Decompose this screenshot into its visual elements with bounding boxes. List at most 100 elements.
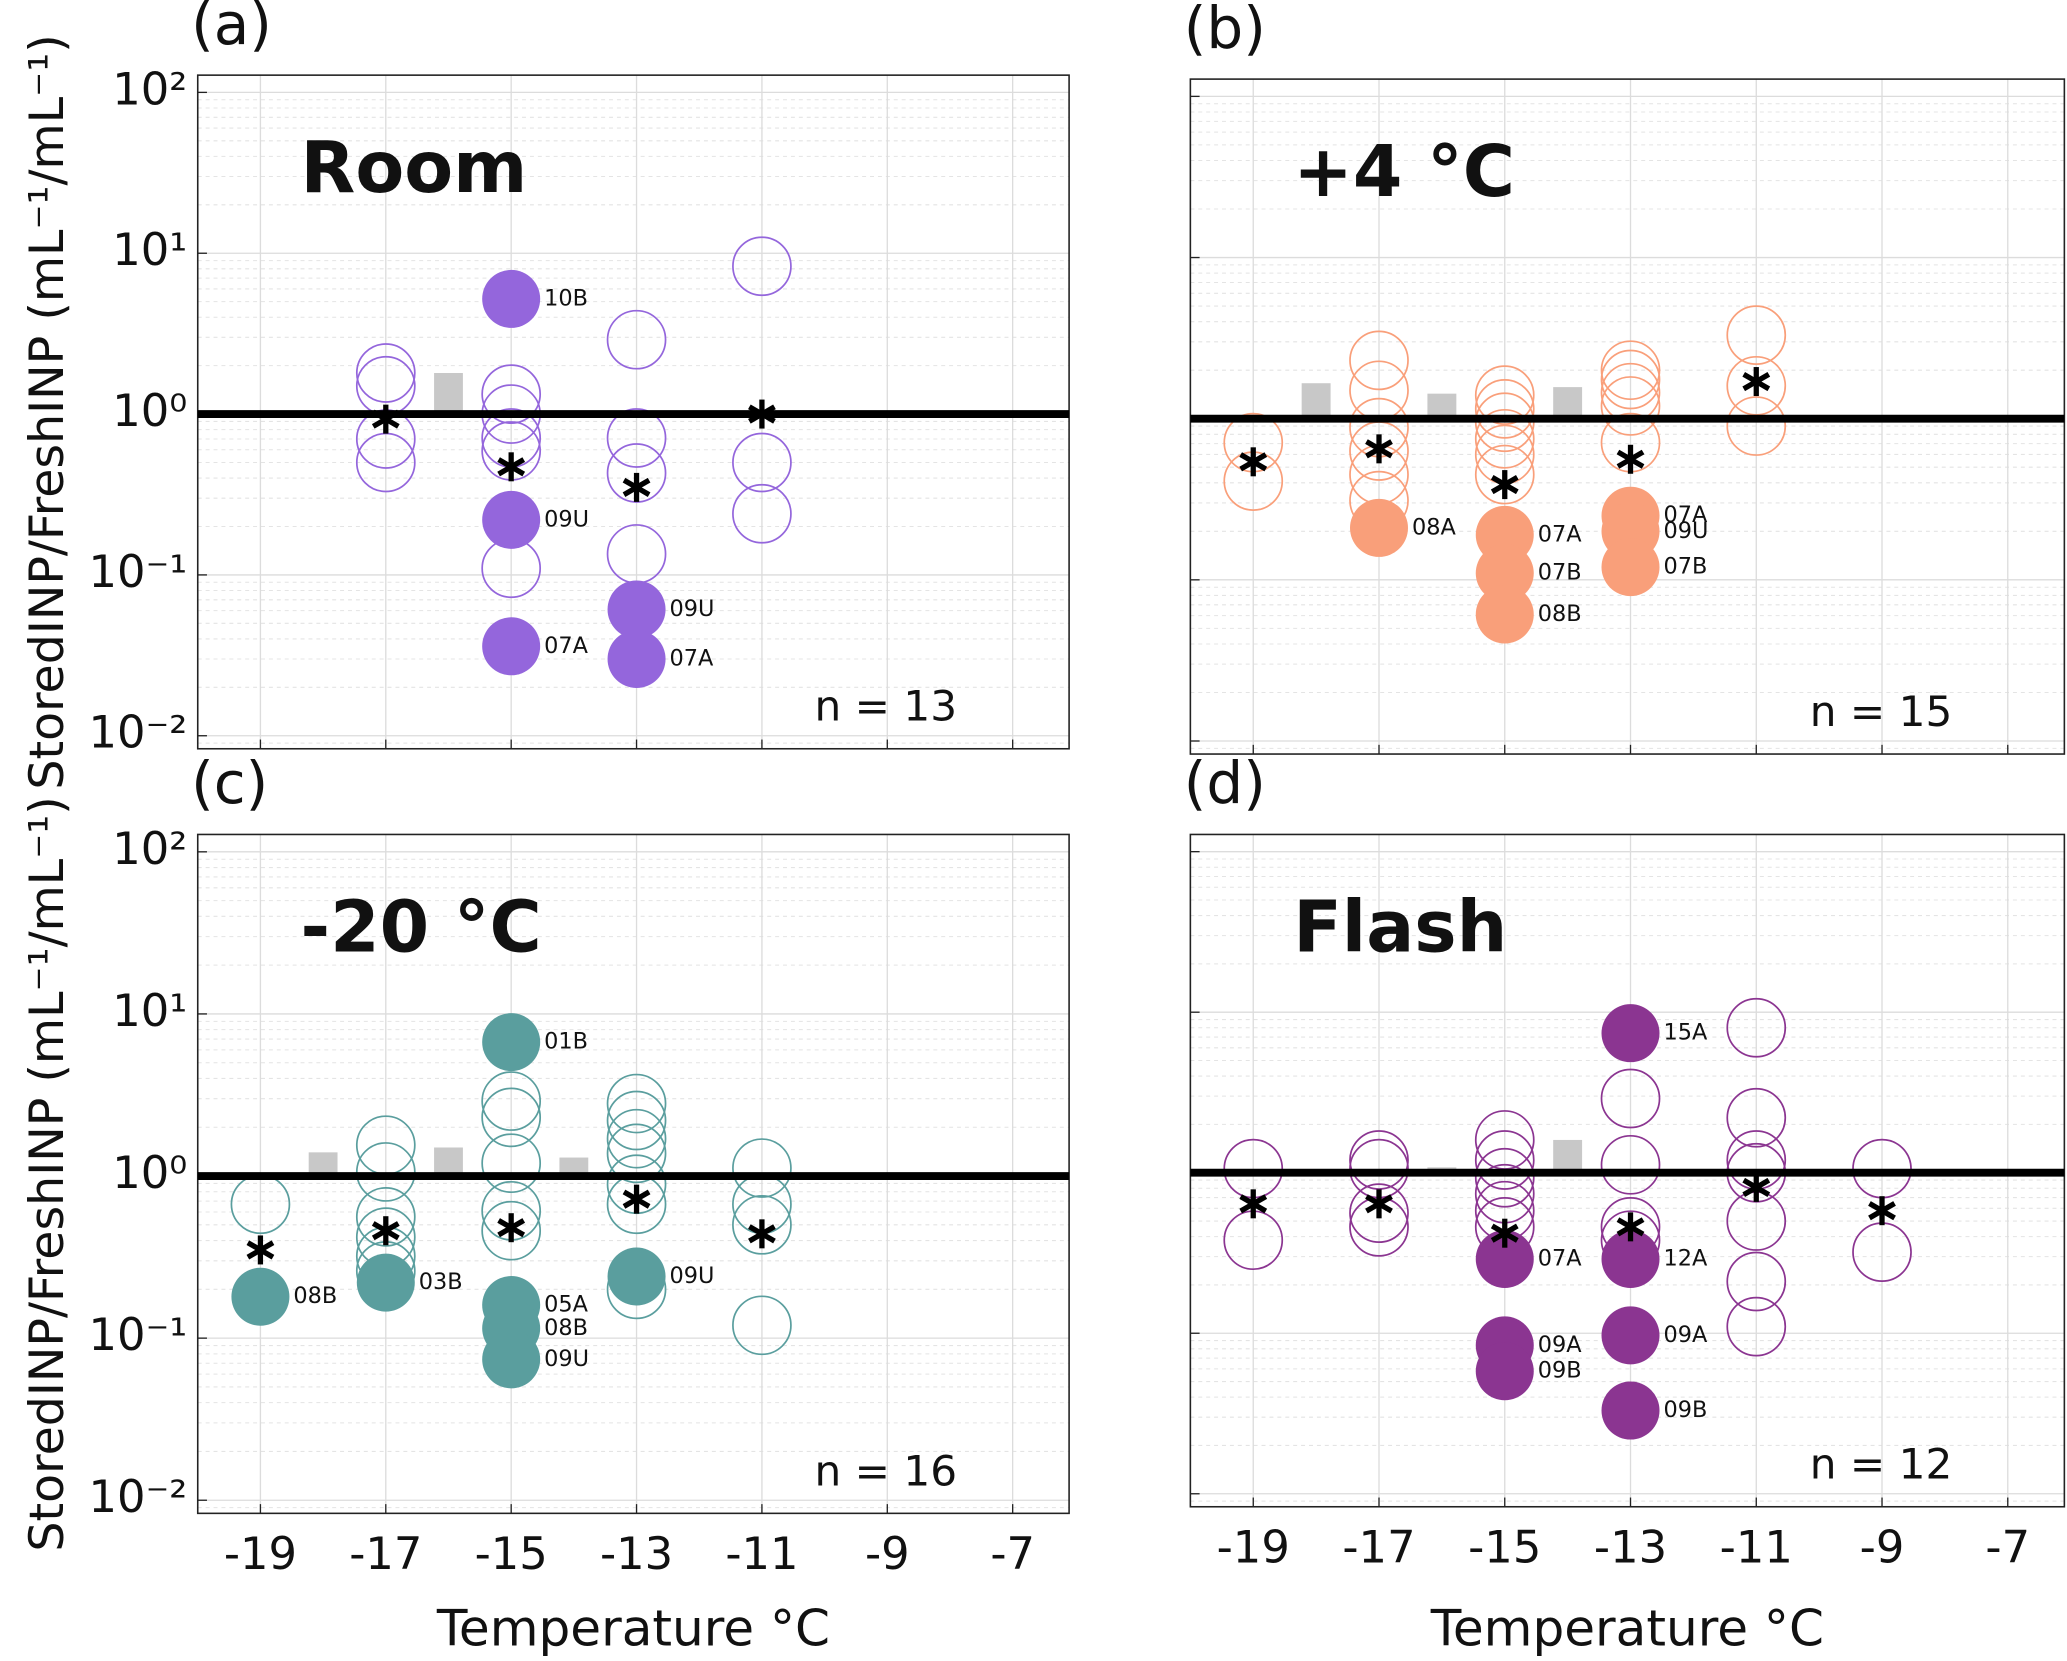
- open-circle: [606, 309, 667, 370]
- bar: [1553, 387, 1583, 419]
- median-asterisk: [1239, 447, 1268, 477]
- open-circle: [1474, 365, 1535, 425]
- sample-label: 09U: [670, 596, 715, 622]
- open-circle: [606, 408, 667, 468]
- open-circle: [732, 1295, 792, 1356]
- asterisk-stroke: [246, 1240, 275, 1260]
- open-circle: [481, 364, 542, 425]
- filled-circle: [607, 580, 666, 639]
- panel-title: Room: [301, 126, 528, 209]
- x-tick-label: -13: [600, 1527, 673, 1580]
- asterisk-stroke: [1490, 475, 1519, 495]
- panel-label: (b): [1184, 0, 1266, 62]
- filled-circle: [1475, 1230, 1534, 1289]
- open-circle: [1726, 1251, 1787, 1312]
- median-asterisk: [1365, 1189, 1393, 1219]
- open-circle: [1600, 1134, 1661, 1195]
- open-circle: [1600, 1068, 1661, 1129]
- median-asterisk: [1742, 367, 1771, 397]
- sample-label: 09U: [670, 1263, 715, 1289]
- bar: [308, 1152, 338, 1177]
- open-circle: [1349, 1130, 1409, 1190]
- x-tick-label: -19: [1217, 1520, 1290, 1573]
- open-circle: [732, 432, 792, 493]
- sample-label: 07A: [1663, 502, 1708, 528]
- filled-circle: [607, 1247, 666, 1306]
- x-tick-label: -17: [349, 1527, 422, 1580]
- median-asterisk: [1239, 1189, 1268, 1219]
- bar: [1553, 1139, 1583, 1173]
- x-tick-label: -15: [475, 1527, 548, 1580]
- open-circle: [606, 1090, 667, 1151]
- y-tick-label: 10¹: [112, 984, 187, 1037]
- open-circle: [1600, 349, 1661, 410]
- asterisk-stroke: [622, 1189, 651, 1209]
- filled-circle: [1350, 498, 1409, 557]
- asterisk-stroke: [1490, 1223, 1519, 1243]
- filled-circle: [482, 617, 541, 676]
- sample-label: 09U: [544, 506, 589, 532]
- panel-title: -20 °C: [301, 886, 542, 969]
- x-tick-label: -7: [1985, 1520, 2030, 1573]
- filled-circle: [1601, 1230, 1660, 1289]
- sample-label: 09U: [1663, 518, 1708, 544]
- asterisk-stroke: [1239, 452, 1268, 472]
- filled-circle: [607, 630, 666, 689]
- open-circle: [481, 1133, 542, 1194]
- panel-label: (d): [1184, 749, 1266, 817]
- asterisk-stroke: [1742, 1177, 1771, 1197]
- filled-circle: [1475, 1342, 1534, 1401]
- open-circle: [1726, 997, 1787, 1058]
- panel-title: Flash: [1293, 886, 1507, 969]
- asterisk-stroke: [1616, 449, 1645, 469]
- x-axis-label: Temperature °C: [436, 1599, 830, 1657]
- open-circle: [1600, 376, 1661, 436]
- open-circle: [732, 1194, 792, 1255]
- bar: [1427, 393, 1457, 419]
- sample-label: 07B: [1538, 560, 1582, 586]
- sample-label: 07A: [544, 633, 589, 659]
- filled-circle: [356, 1253, 415, 1312]
- open-circle: [355, 1142, 416, 1202]
- median-asterisk: [1365, 434, 1393, 464]
- open-circle: [1474, 1130, 1535, 1190]
- filled-circle: [1475, 585, 1534, 644]
- open-circle: [1600, 340, 1661, 401]
- x-tick-label: -9: [1860, 1520, 1905, 1573]
- bar: [559, 1157, 589, 1177]
- filled-circle: [1601, 1306, 1660, 1365]
- x-tick-label: -15: [1468, 1520, 1541, 1573]
- y-tick-label: 10¹: [112, 223, 187, 276]
- sample-label: 12A: [1663, 1246, 1708, 1272]
- sample-count: n = 12: [1810, 1440, 1953, 1489]
- open-circle: [732, 1138, 792, 1198]
- y-tick-label: 10⁻²: [89, 1470, 188, 1523]
- asterisk-stroke: [371, 1221, 400, 1241]
- open-circle: [1474, 444, 1535, 505]
- bar: [434, 373, 463, 415]
- open-circle: [606, 1073, 667, 1134]
- open-circle: [1726, 1296, 1787, 1357]
- sample-label: 09U: [544, 1346, 589, 1372]
- open-circle: [1474, 1147, 1535, 1208]
- median-asterisk: [1616, 1212, 1645, 1242]
- median-asterisk: [497, 1213, 526, 1243]
- y-axis-label: StoredINP/FreshINP (mL⁻¹/mL⁻¹): [20, 796, 75, 1551]
- y-axis-label: StoredINP/FreshINP (mL⁻¹/mL⁻¹): [20, 34, 75, 789]
- open-circle: [606, 1123, 667, 1184]
- sample-label: 01B: [544, 1029, 588, 1055]
- x-tick-label: -13: [1594, 1520, 1667, 1573]
- asterisk-stroke: [497, 1218, 526, 1238]
- bar: [434, 1147, 463, 1177]
- sample-count: n = 16: [814, 1446, 957, 1495]
- y-tick-label: 10⁻²: [89, 706, 188, 759]
- median-asterisk: [371, 1216, 400, 1246]
- y-tick-label: 10²: [112, 62, 187, 115]
- filled-circle: [482, 1013, 541, 1072]
- open-circle: [481, 1200, 542, 1261]
- median-asterisk: [1616, 444, 1645, 474]
- open-circle: [355, 343, 416, 403]
- panel: -19 -17 -15 -13 -11 -9 -707A09A09B15A12A09A09B…: [1184, 749, 2066, 1657]
- open-circle: [481, 1087, 542, 1148]
- filled-circle: [482, 269, 541, 328]
